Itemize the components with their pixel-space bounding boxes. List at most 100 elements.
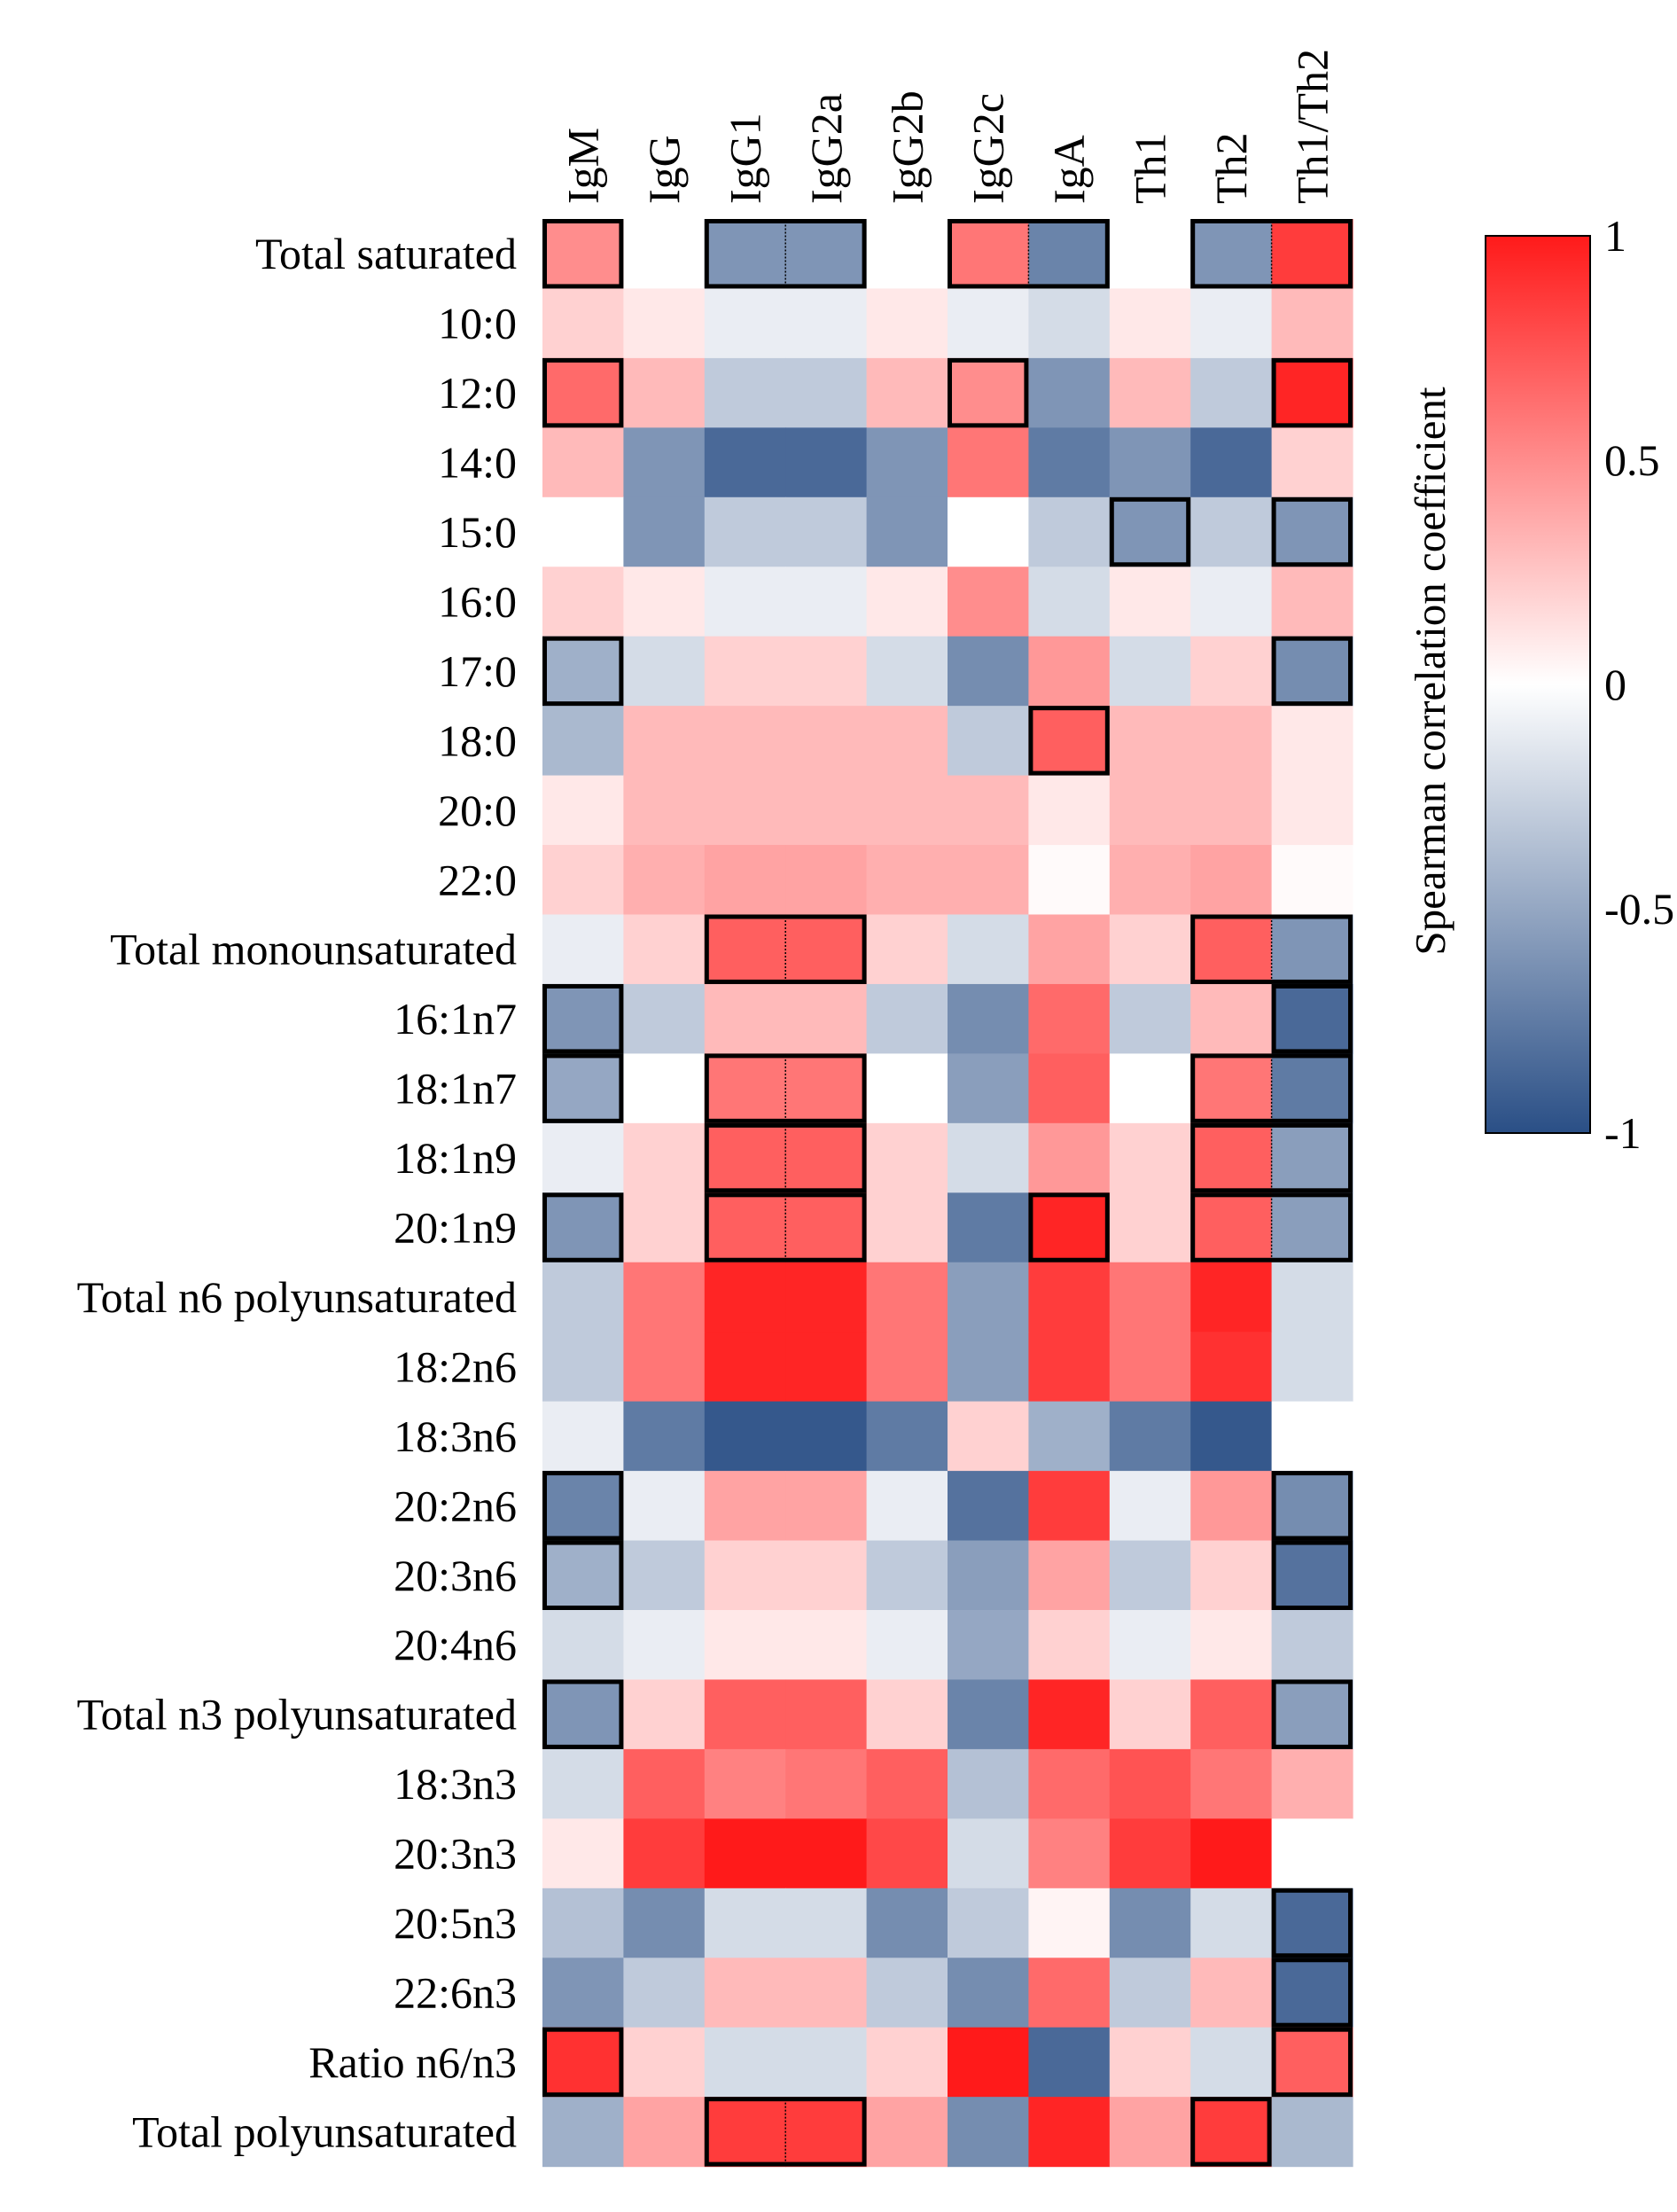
heatmap-cell — [785, 1818, 868, 1889]
heatmap-cell — [1271, 2097, 1353, 2168]
heatmap-cell — [948, 219, 1029, 290]
heatmap-cell — [1271, 1540, 1353, 1611]
heatmap-cell — [1109, 775, 1191, 846]
heatmap-cell — [623, 2027, 706, 2098]
heatmap-cell — [1190, 1610, 1273, 1681]
heatmap-cell — [948, 1332, 1029, 1403]
row-label: 12:0 — [438, 368, 517, 418]
heatmap-cell — [704, 706, 786, 777]
heatmap-cell — [623, 357, 706, 428]
heatmap-cell — [623, 1122, 706, 1193]
heatmap-cell — [948, 1888, 1029, 1958]
heatmap-cell — [1271, 1610, 1353, 1681]
heatmap-cell — [1109, 1958, 1191, 2028]
significance-border — [1271, 1958, 1353, 2028]
heatmap-cell — [623, 1958, 706, 2028]
heatmap-cell — [1271, 1888, 1353, 1958]
column-label: IgG — [639, 135, 689, 204]
column-label: IgA — [1044, 135, 1094, 204]
heatmap-cell — [785, 357, 868, 428]
significance-border — [542, 1192, 624, 1262]
heatmap-cell — [1028, 914, 1111, 985]
heatmap-cell — [785, 2027, 868, 2098]
heatmap-cell — [1271, 1958, 1353, 2028]
heatmap-cell — [1028, 427, 1111, 498]
column-label: IgG1 — [721, 113, 770, 204]
heatmap-cell — [948, 1192, 1029, 1263]
row-label: Total monounsaturated — [110, 925, 517, 974]
heatmap-cell — [948, 775, 1029, 846]
column-label: IgG2a — [801, 93, 851, 204]
heatmap-cell — [1109, 1332, 1191, 1403]
heatmap-cell — [1271, 845, 1353, 916]
heatmap-cell — [1028, 1401, 1111, 1472]
heatmap-cell — [704, 636, 786, 707]
heatmap-cell — [785, 1053, 868, 1124]
row-label: 20:5n3 — [394, 1898, 517, 1948]
significance-border — [1028, 706, 1110, 776]
heatmap-cell — [1190, 288, 1273, 359]
heatmap-cell — [542, 1262, 624, 1333]
colorbar-gradient — [1485, 235, 1591, 1134]
column-label: Th1/Th2 — [1287, 49, 1337, 204]
significance-border — [1109, 496, 1191, 567]
heatmap-cell — [623, 1262, 706, 1333]
heatmap-cell — [1028, 1888, 1111, 1958]
heatmap-cell — [948, 357, 1029, 428]
heatmap-cell — [1271, 1818, 1353, 1889]
heatmap-cell — [785, 427, 868, 498]
heatmap-cell — [866, 983, 948, 1054]
colorbar-tick-label: -0.5 — [1604, 884, 1674, 934]
row-label: 14:0 — [438, 438, 517, 488]
heatmap-cell — [866, 1471, 948, 1542]
heatmap-cell — [1271, 1748, 1353, 1819]
heatmap-cell — [1028, 1818, 1111, 1889]
row-label: Ratio n6/n3 — [308, 2037, 517, 2087]
heatmap-cell — [785, 288, 868, 359]
heatmap-cell — [623, 496, 706, 567]
heatmap-cell — [623, 288, 706, 359]
row-label: Total n3 polyunsaturated — [77, 1690, 517, 1739]
heatmap-cell — [948, 288, 1029, 359]
row-label: 20:3n3 — [394, 1829, 517, 1879]
row-label: 20:2n6 — [394, 1481, 517, 1530]
heatmap-cell — [1109, 1540, 1191, 1611]
heatmap-cell — [785, 1471, 868, 1542]
heatmap-cell — [866, 1679, 948, 1750]
heatmap-cell — [623, 1192, 706, 1263]
heatmap-cell — [704, 1958, 786, 2028]
heatmap-cell — [623, 1471, 706, 1542]
heatmap-cell — [704, 1471, 786, 1542]
heatmap-cell — [704, 1122, 786, 1193]
heatmap-cell — [1028, 219, 1111, 290]
significance-border — [542, 1053, 624, 1123]
row-label: 10:0 — [438, 299, 517, 348]
significance-border — [1190, 2097, 1272, 2167]
heatmap-cell — [1190, 845, 1273, 916]
column-labels: IgM IgG IgG1 IgG2a IgG2b IgG2c IgA Th1 Th2 Th1/Th… — [558, 49, 1338, 204]
heatmap-cell — [704, 1748, 786, 1819]
heatmap-cell — [785, 1192, 868, 1263]
heatmap-cell — [704, 1679, 786, 1750]
heatmap-cell — [542, 1610, 624, 1681]
heatmap-cell — [1190, 914, 1273, 985]
heatmap-cell — [1190, 983, 1273, 1054]
row-label: Total polyunsaturated — [132, 2106, 517, 2156]
heatmap-cell — [785, 1748, 868, 1819]
heatmap-cell — [1190, 1748, 1273, 1819]
heatmap-cell — [785, 1401, 868, 1472]
heatmap-cell — [1190, 1262, 1273, 1333]
heatmap-cell — [1109, 288, 1191, 359]
heatmap-cell — [1028, 1262, 1111, 1333]
heatmap-cell — [1190, 567, 1273, 637]
heatmap-cell — [623, 2097, 706, 2168]
heatmap-cell — [1028, 567, 1111, 637]
heatmap-cell — [948, 1262, 1029, 1333]
heatmap-cell — [1109, 1471, 1191, 1542]
heatmap-cell — [1109, 2097, 1191, 2168]
heatmap-cell — [623, 914, 706, 985]
heatmap-cell — [623, 427, 706, 498]
heatmap-cell — [1028, 636, 1111, 707]
heatmap-cell — [785, 1262, 868, 1333]
heatmap-cell — [785, 983, 868, 1054]
